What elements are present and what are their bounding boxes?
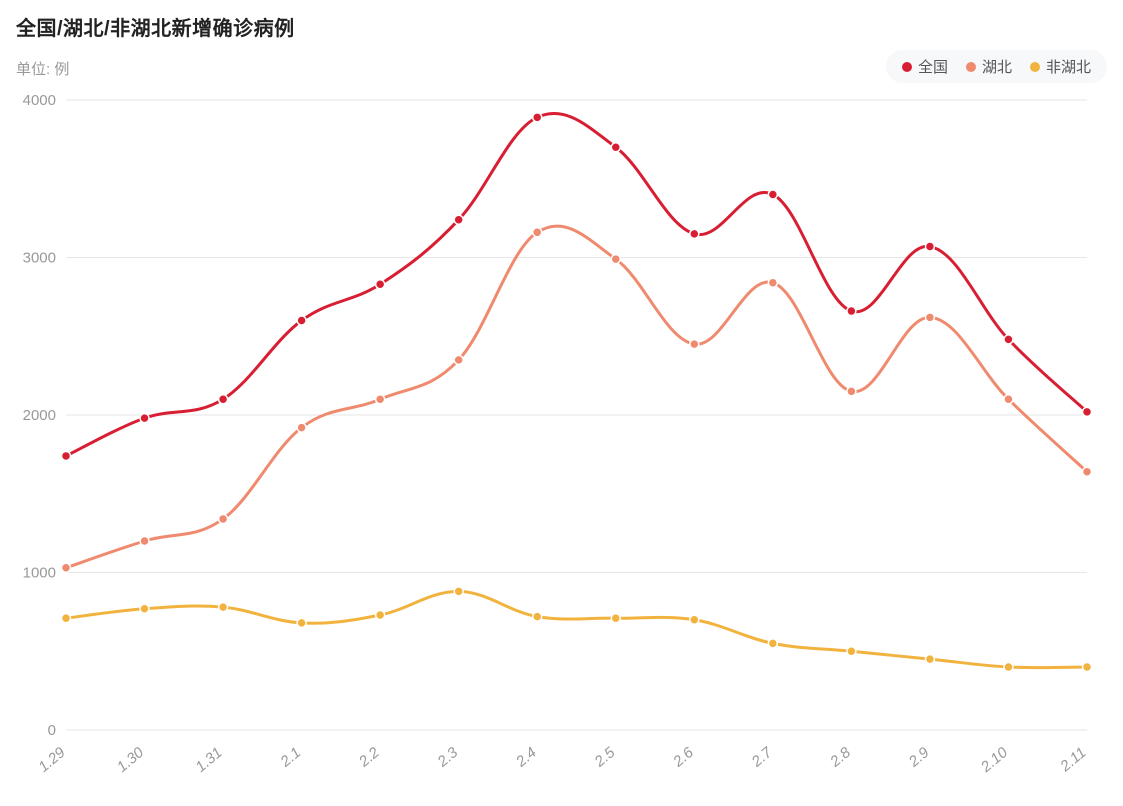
data-point[interactable] <box>847 647 856 656</box>
data-point[interactable] <box>297 618 306 627</box>
x-tick: 1.29 <box>35 744 69 776</box>
y-tick-label: 3000 <box>23 250 56 267</box>
data-point[interactable] <box>611 255 620 264</box>
x-tick-label: 2.7 <box>748 744 776 771</box>
x-tick-label: 1.29 <box>35 744 69 776</box>
x-tick-label: 2.9 <box>905 744 933 771</box>
data-point[interactable] <box>533 228 542 237</box>
data-point[interactable] <box>925 313 934 322</box>
y-tick-label: 1000 <box>23 565 56 582</box>
x-tick-label: 1.31 <box>192 744 225 776</box>
data-point[interactable] <box>1083 407 1092 416</box>
legend-dot-icon <box>966 62 976 72</box>
x-tick-label: 2.8 <box>826 744 854 771</box>
x-tick: 2.7 <box>748 744 776 771</box>
legend-item-1[interactable]: 湖北 <box>966 56 1012 77</box>
data-point[interactable] <box>1083 467 1092 476</box>
data-point[interactable] <box>690 340 699 349</box>
data-point[interactable] <box>847 387 856 396</box>
x-tick: 1.30 <box>114 744 148 776</box>
data-point[interactable] <box>376 280 385 289</box>
x-tick: 2.2 <box>355 744 383 771</box>
data-point[interactable] <box>140 537 149 546</box>
data-point[interactable] <box>925 655 934 664</box>
x-tick: 2.9 <box>905 744 933 771</box>
x-tick: 2.3 <box>434 744 462 771</box>
data-point[interactable] <box>219 514 228 523</box>
data-point[interactable] <box>62 614 71 623</box>
data-point[interactable] <box>454 355 463 364</box>
x-tick: 2.1 <box>277 744 305 771</box>
data-point[interactable] <box>1004 335 1013 344</box>
data-point[interactable] <box>454 587 463 596</box>
data-point[interactable] <box>219 395 228 404</box>
data-point[interactable] <box>690 229 699 238</box>
data-point[interactable] <box>533 113 542 122</box>
x-tick-label: 2.6 <box>669 744 697 771</box>
x-tick-label: 2.11 <box>1056 744 1089 776</box>
x-tick-label: 2.10 <box>977 744 1012 777</box>
x-tick-label: 2.3 <box>434 744 462 771</box>
legend-dot-icon <box>902 62 912 72</box>
legend-dot-icon <box>1030 62 1040 72</box>
x-tick-label: 2.2 <box>355 744 383 771</box>
x-tick-label: 1.30 <box>114 744 148 776</box>
legend-label: 全国 <box>918 56 948 77</box>
x-tick-label: 2.4 <box>512 744 540 771</box>
data-point[interactable] <box>768 190 777 199</box>
data-point[interactable] <box>847 307 856 316</box>
x-tick: 2.5 <box>591 744 619 771</box>
chart-subtitle: 单位: 例 <box>16 58 69 79</box>
legend-item-0[interactable]: 全国 <box>902 56 948 77</box>
data-point[interactable] <box>1004 395 1013 404</box>
data-point[interactable] <box>297 423 306 432</box>
chart-legend: 全国 湖北 非湖北 <box>886 50 1107 83</box>
legend-label: 非湖北 <box>1046 56 1091 77</box>
data-point[interactable] <box>1004 663 1013 672</box>
x-tick-label: 2.5 <box>591 744 619 771</box>
data-point[interactable] <box>62 563 71 572</box>
legend-label: 湖北 <box>982 56 1012 77</box>
data-point[interactable] <box>454 215 463 224</box>
x-tick: 2.6 <box>669 744 697 771</box>
legend-item-2[interactable]: 非湖北 <box>1030 56 1091 77</box>
data-point[interactable] <box>1083 663 1092 672</box>
chart-plot: 0 1000 2000 3000 4000 1.29 1.30 1.31 2.1 2.2 2.3 2.… <box>16 90 1107 790</box>
x-tick: 2.11 <box>1056 744 1089 776</box>
data-point[interactable] <box>925 242 934 251</box>
data-point[interactable] <box>533 612 542 621</box>
chart-container: 全国/湖北/非湖北新增确诊病例 单位: 例 全国 湖北 非湖北 0 1000 2000 3… <box>0 0 1123 806</box>
data-point[interactable] <box>62 451 71 460</box>
y-tick-label: 0 <box>48 722 56 739</box>
data-point[interactable] <box>140 604 149 613</box>
data-point[interactable] <box>768 639 777 648</box>
x-tick: 2.4 <box>512 744 540 771</box>
data-point[interactable] <box>611 614 620 623</box>
x-tick: 2.10 <box>977 744 1012 777</box>
x-tick: 2.8 <box>826 744 854 771</box>
data-point[interactable] <box>768 278 777 287</box>
x-tick-label: 2.1 <box>277 744 305 771</box>
data-point[interactable] <box>611 143 620 152</box>
data-point[interactable] <box>297 316 306 325</box>
chart-title: 全国/湖北/非湖北新增确诊病例 <box>16 12 295 41</box>
series-line-0 <box>66 113 1087 456</box>
data-point[interactable] <box>376 611 385 620</box>
data-point[interactable] <box>219 603 228 612</box>
y-tick-label: 4000 <box>23 92 56 109</box>
x-tick: 1.31 <box>192 744 225 776</box>
data-point[interactable] <box>690 615 699 624</box>
y-tick-label: 2000 <box>23 407 56 424</box>
data-point[interactable] <box>140 414 149 423</box>
data-point[interactable] <box>376 395 385 404</box>
